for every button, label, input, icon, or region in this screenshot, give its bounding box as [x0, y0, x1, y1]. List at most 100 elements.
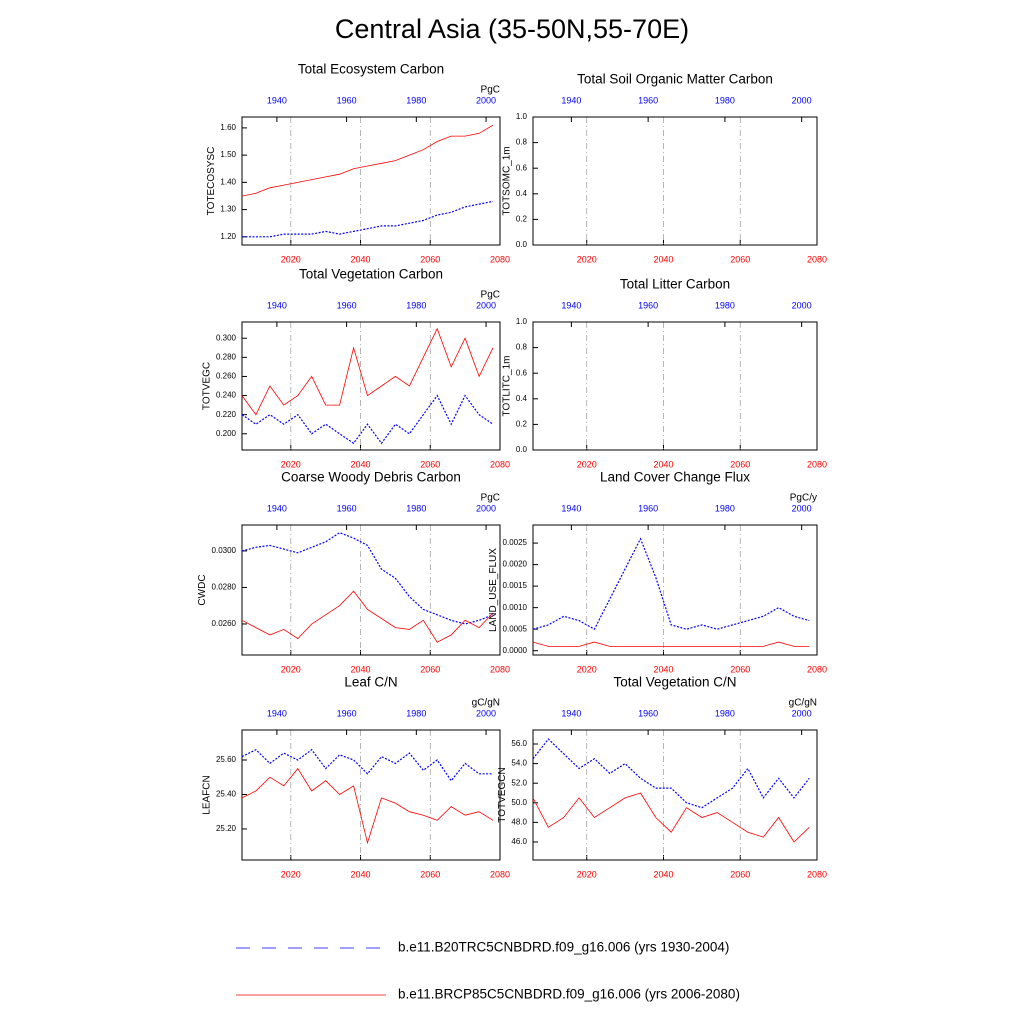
- x-tick-label: 2060: [730, 664, 750, 674]
- panel-title: Total Vegetation Carbon: [299, 267, 443, 282]
- legend-label: b.e11.BRCP85C5CNBDRD.f09_g16.006 (yrs 20…: [398, 987, 740, 1002]
- y-tick-label: 52.0: [511, 778, 527, 787]
- units: PgC: [481, 85, 500, 96]
- y-tick-label: 0.4: [516, 394, 528, 403]
- y-axis-label: TOTLITC_1m: [502, 356, 513, 417]
- y-tick-label: 0.0000: [503, 646, 528, 655]
- x2-tick-label: 1940: [561, 95, 581, 105]
- y-tick-label: 0.0: [516, 445, 528, 454]
- y-tick-label: 0.300: [216, 333, 237, 342]
- x2-tick-label: 2000: [792, 95, 812, 105]
- panel: 2020 2040 2060 2080 1940 1960 1980 2000 0.0 0.2 0.…: [502, 72, 828, 265]
- y-tick-label: 0.0015: [503, 581, 528, 590]
- x2-tick-label: 1940: [561, 300, 581, 310]
- series-line: [532, 738, 810, 809]
- x-tick-label: 2080: [490, 459, 510, 469]
- y-tick-label: 46.0: [511, 837, 527, 846]
- y-tick-label: 25.40: [216, 790, 237, 799]
- y-tick-label: 0.0280: [212, 583, 237, 592]
- y-tick-label: 0.2: [516, 215, 528, 224]
- x2-tick-label: 1980: [406, 708, 426, 718]
- x-tick-label: 2060: [420, 254, 440, 264]
- x-tick-label: 2080: [490, 254, 510, 264]
- x2-tick-label: 1940: [267, 503, 287, 513]
- y-axis-label: TOTVEGC: [202, 362, 213, 410]
- y-axis-label: LEAFCN: [202, 775, 213, 814]
- series-line: [241, 394, 494, 445]
- x-tick-label: 2040: [653, 664, 673, 674]
- legend-label: b.e11.B20TRC5CNBDRD.f09_g16.006 (yrs 193…: [398, 940, 729, 955]
- y-tick-label: 0.0300: [212, 546, 237, 555]
- y-tick-label: 1.50: [220, 150, 236, 159]
- figure-title: Central Asia (35-50N,55-70E): [335, 14, 689, 44]
- x-tick-label: 2060: [730, 869, 750, 879]
- x2-tick-label: 1940: [267, 300, 287, 310]
- x-tick-label: 2080: [807, 664, 827, 674]
- series-line: [241, 748, 493, 782]
- x2-tick-label: 2000: [792, 300, 812, 310]
- y-axis-label: TOTVEGCN: [497, 767, 508, 822]
- x-tick-label: 2060: [730, 459, 750, 469]
- y-tick-label: 0.240: [216, 391, 237, 400]
- y-tick-label: 1.20: [220, 232, 236, 241]
- panel-title: Total Ecosystem Carbon: [298, 62, 444, 77]
- x-tick-label: 2040: [351, 869, 371, 879]
- x-tick-label: 2040: [653, 254, 673, 264]
- x2-tick-label: 1960: [638, 708, 658, 718]
- panel: 2020 2040 2060 2080 1940 1960 1980 2000 46.0 48.0…: [497, 675, 827, 880]
- x2-tick-label: 1980: [715, 708, 735, 718]
- plot-frame: [241, 116, 501, 246]
- series-line: [241, 124, 494, 197]
- plot-frame: [532, 116, 818, 246]
- series-line: [241, 590, 494, 643]
- units: gC/gN: [789, 698, 817, 709]
- y-tick-label: 0.8: [516, 343, 528, 352]
- x2-tick-label: 1980: [715, 95, 735, 105]
- x-tick-label: 2040: [351, 664, 371, 674]
- y-tick-label: 0.0: [516, 240, 528, 249]
- x2-tick-label: 2000: [476, 95, 496, 105]
- units: PgC/y: [790, 493, 817, 504]
- y-tick-label: 0.220: [216, 410, 237, 419]
- x2-tick-label: 1960: [337, 300, 357, 310]
- x-tick-label: 2040: [653, 869, 673, 879]
- y-tick-label: 1.60: [220, 123, 236, 132]
- x-tick-label: 2060: [420, 664, 440, 674]
- panel-title: Total Litter Carbon: [620, 277, 730, 292]
- y-axis-label: TOTSOMC_1m: [502, 146, 513, 215]
- x2-tick-label: 2000: [792, 708, 812, 718]
- x2-tick-label: 2000: [792, 503, 812, 513]
- y-tick-label: 0.0010: [503, 603, 528, 612]
- units: PgC: [481, 493, 500, 504]
- x-tick-label: 2020: [577, 254, 597, 264]
- y-tick-label: 50.0: [511, 798, 527, 807]
- y-axis-label: TOTECOSYSC: [206, 147, 217, 216]
- series-line: [241, 532, 494, 625]
- x2-tick-label: 1980: [406, 95, 426, 105]
- x2-tick-label: 1980: [406, 300, 426, 310]
- y-tick-label: 0.8: [516, 138, 528, 147]
- x-tick-label: 2080: [807, 254, 827, 264]
- y-tick-label: 0.6: [516, 368, 528, 377]
- x2-tick-label: 1960: [337, 95, 357, 105]
- y-tick-label: 0.6: [516, 163, 528, 172]
- y-axis-label: CWDC: [197, 574, 208, 605]
- y-tick-label: 48.0: [511, 817, 527, 826]
- x-tick-label: 2060: [420, 459, 440, 469]
- panel-title: Land Cover Change Flux: [600, 470, 750, 485]
- panel: 2020 2040 2060 2080 1940 1960 1980 2000 0.0 0.2 0.…: [502, 277, 828, 470]
- y-tick-label: 56.0: [511, 739, 527, 748]
- y-tick-label: 0.260: [216, 372, 237, 381]
- panel-title: Coarse Woody Debris Carbon: [281, 470, 461, 485]
- panel: 2020 2040 2060 2080 1940 1960 1980 2000 0.0260 0.…: [197, 470, 510, 675]
- x-tick-label: 2020: [577, 869, 597, 879]
- x2-tick-label: 1960: [638, 503, 658, 513]
- y-tick-label: 0.200: [216, 429, 237, 438]
- y-tick-label: 1.0: [516, 317, 528, 326]
- y-tick-label: 25.60: [216, 755, 237, 764]
- plot-frame: [241, 524, 501, 656]
- x2-tick-label: 1980: [406, 503, 426, 513]
- y-tick-label: 0.4: [516, 189, 528, 198]
- y-tick-label: 25.20: [216, 824, 237, 833]
